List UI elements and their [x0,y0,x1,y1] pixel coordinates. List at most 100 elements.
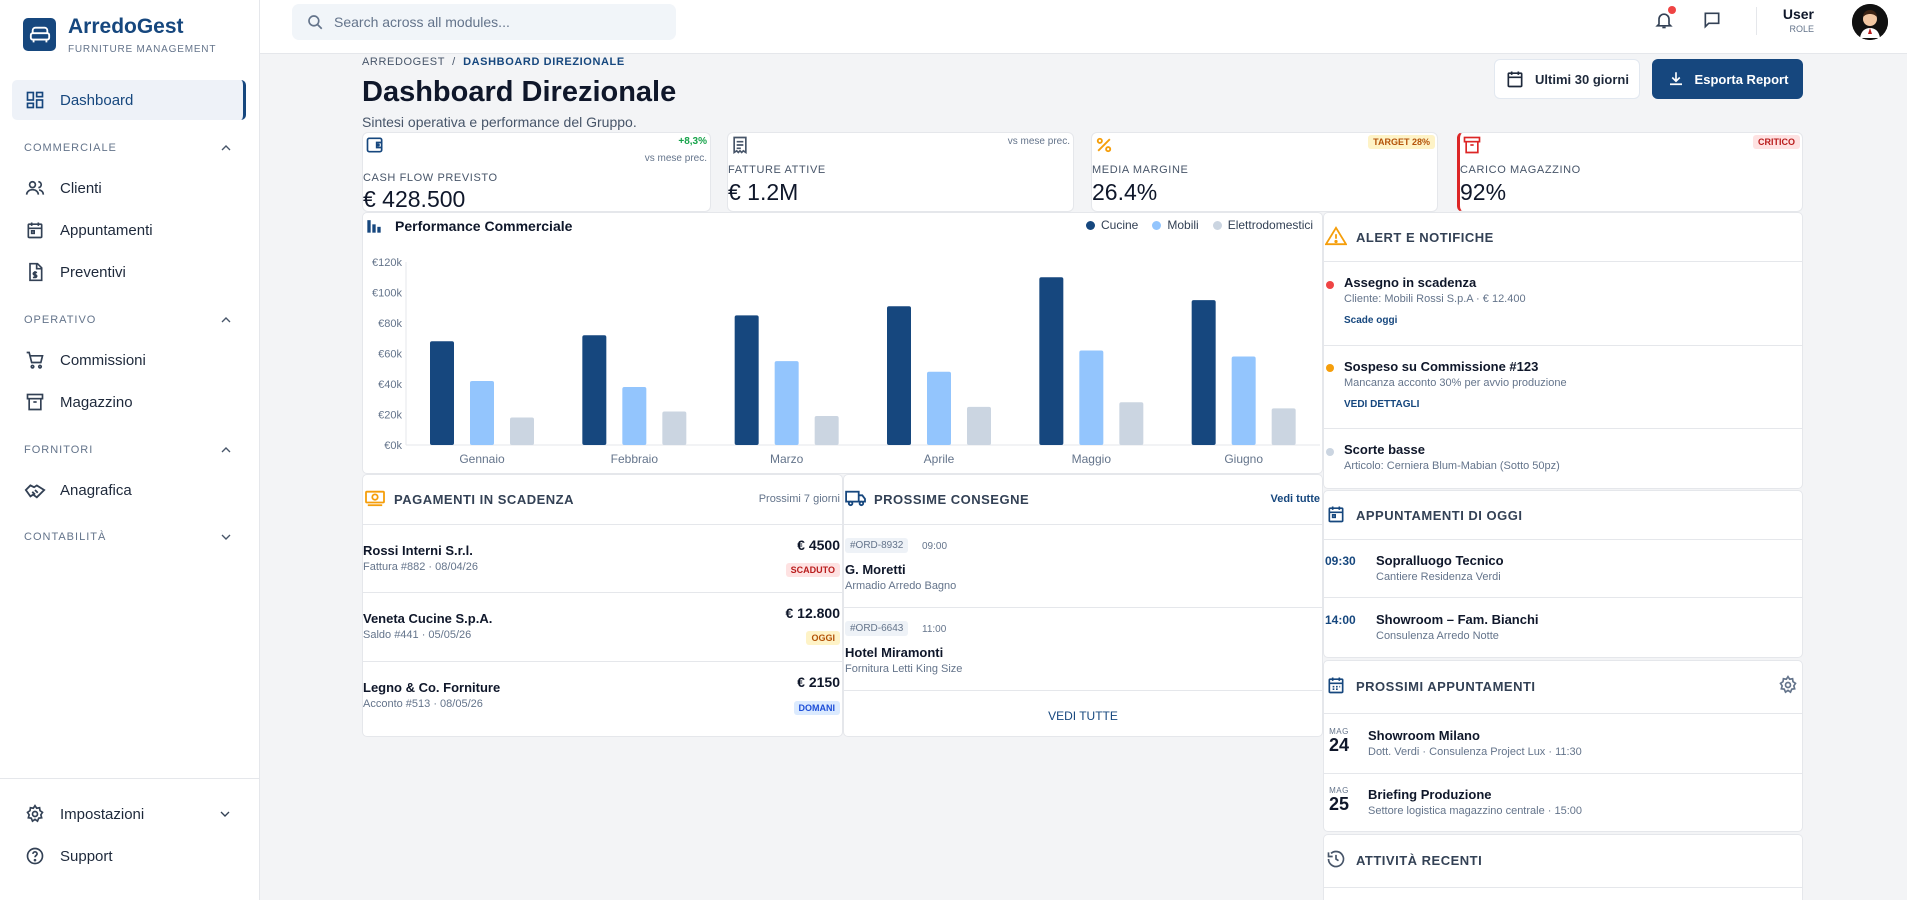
bar-elettrodomestici[interactable] [1271,408,1296,445]
bar-mobili[interactable] [622,387,647,445]
user-name[interactable]: User [1782,6,1814,22]
divider [1324,345,1802,346]
chevron-up-icon [218,312,234,328]
sidebar-item-impostazioni[interactable]: Impostazioni [12,794,236,834]
payment-name[interactable]: Rossi Interni S.r.l. [363,543,473,558]
users-icon [24,177,46,199]
brand-subtitle: FURNITURE MANAGEMENT [68,44,217,55]
appointment-title[interactable]: Briefing Produzione [1368,787,1492,802]
sidebar-item-label: Support [60,847,113,865]
sidebar-item-appuntamenti[interactable]: Appuntamenti [12,210,246,250]
chart-title: Performance Commerciale [395,218,573,234]
payment-amount: € 2150 [797,674,840,690]
section-operativo[interactable]: OPERATIVO [24,312,234,328]
alert-title[interactable]: Assegno in scadenza [1344,275,1477,290]
legend-cucine[interactable]: Cucine [1101,218,1139,232]
appointment-title[interactable]: Showroom – Fam. Bianchi [1376,612,1539,627]
bar-mobili[interactable] [1231,356,1256,445]
bar-elettrodomestici[interactable] [1119,402,1144,445]
bar-mobili[interactable] [927,371,951,445]
sidebar-item-clienti[interactable]: Clienti [12,168,246,208]
page-subtitle: Sintesi operativa e performance del Grup… [362,114,637,130]
view-all-deliveries-button[interactable]: VEDI TUTTE [1048,709,1118,723]
bar-cucine[interactable] [734,315,759,445]
bar-cucine[interactable] [1039,277,1064,445]
notification-button[interactable] [1650,6,1678,34]
kpi-label: FATTURE ATTIVE [728,164,826,176]
gear-icon[interactable] [1778,675,1798,695]
kpi-reference: vs mese prec. [644,153,707,164]
bar-elettrodomestici[interactable] [967,406,991,445]
appointment-title[interactable]: Sopralluogo Tecnico [1376,553,1504,568]
sidebar-item-anagrafica[interactable]: Anagrafica [12,470,246,510]
alert-link[interactable]: Scade oggi [1344,315,1398,326]
bar-elettrodomestici[interactable] [814,416,839,445]
payment-amount: € 4500 [797,537,840,553]
bar-mobili[interactable] [470,380,494,445]
legend-swatch-mobili [1152,220,1162,230]
appointment-sub: Cantiere Residenza Verdi [1376,571,1501,583]
delivery-name[interactable]: G. Moretti [845,562,906,577]
sidebar-item-label: Dashboard [60,91,134,109]
wallet-icon [365,135,385,155]
sidebar-item-commissioni[interactable]: Commissioni [12,340,246,380]
bar-cucine[interactable] [430,341,454,445]
sidebar-item-dashboard[interactable]: Dashboard [12,80,246,120]
kpi-margine[interactable]: TARGET 28% MEDIA MARGINE 26.4% [1091,132,1438,212]
view-all-deliveries-link[interactable]: Vedi tutte [1270,493,1320,505]
kpi-magazzino[interactable]: CRITICO CARICO MAGAZZINO 92% [1457,132,1803,212]
avatar[interactable] [1852,4,1888,40]
export-report-button[interactable]: Esporta Report [1652,59,1803,99]
payment-name[interactable]: Veneta Cucine S.p.A. [363,611,493,626]
period-selector-button[interactable]: Ultimi 30 giorni [1494,59,1640,99]
payment-name[interactable]: Legno & Co. Forniture [363,680,501,695]
brand-name[interactable]: ArredoGest [68,15,184,38]
alert-title[interactable]: Sospeso su Commissione #123 [1344,359,1539,374]
sidebar-item-label: Appuntamenti [60,221,153,239]
messages-button[interactable] [1698,6,1726,34]
delivery-name[interactable]: Hotel Miramonti [845,645,944,660]
kpi-cash-flow[interactable]: +8,3% vs mese prec. CASH FLOW PREVISTO €… [362,132,711,212]
document-dollar-icon [24,261,46,283]
bar-elettrodomestici[interactable] [662,411,687,445]
search-input[interactable] [334,14,654,30]
chat-icon [1702,10,1722,30]
bar-cucine[interactable] [582,335,607,445]
topbar: User ROLE [260,0,1907,54]
bar-cucine[interactable] [1191,300,1216,445]
search-box[interactable] [292,4,676,40]
order-code[interactable]: #ORD-6643 [845,621,909,636]
appointment-title[interactable]: Showroom Milano [1368,728,1480,743]
legend-mobili[interactable]: Mobili [1167,218,1199,232]
bar-elettrodomestici[interactable] [510,417,534,445]
divider [363,661,842,662]
legend-elettrodomestici[interactable]: Elettrodomestici [1227,218,1314,232]
payments-title: PAGAMENTI IN SCADENZA [394,492,574,507]
bar-mobili[interactable] [1079,350,1104,445]
order-code[interactable]: #ORD-8932 [845,538,909,553]
sofa-logo-icon[interactable] [23,18,56,51]
y-tick-label: €40k [378,379,402,391]
alert-title[interactable]: Scorte basse [1344,442,1425,457]
date-day: 25 [1328,794,1350,814]
cash-icon [364,489,386,507]
bar-cucine[interactable] [887,306,911,445]
bar-mobili[interactable] [774,361,799,445]
alerts-panel: ALERT E NOTIFICHE Assegno in scadenza Cl… [1323,212,1803,489]
section-contabilita[interactable]: CONTABILITÀ [24,529,234,545]
x-tick-label: Febbraio [611,452,659,466]
divider [844,524,1322,525]
performance-panel [362,212,1323,474]
sidebar-item-magazzino[interactable]: Magazzino [12,382,246,422]
kpi-fatture[interactable]: vs mese prec. FATTURE ATTIVE € 1.2M [727,132,1074,212]
section-label: FORNITORI [24,444,94,456]
section-commerciale[interactable]: COMMERCIALE [24,140,234,156]
alert-link[interactable]: VEDI DETTAGLI [1344,399,1420,410]
handshake-icon [24,479,46,501]
topbar-divider [1756,7,1757,35]
download-icon [1667,70,1685,88]
sidebar-item-preventivi[interactable]: Preventivi [12,252,246,292]
sidebar-item-support[interactable]: Support [12,836,246,876]
breadcrumb-root[interactable]: ARREDOGEST [362,56,445,68]
section-fornitori[interactable]: FORNITORI [24,442,234,458]
